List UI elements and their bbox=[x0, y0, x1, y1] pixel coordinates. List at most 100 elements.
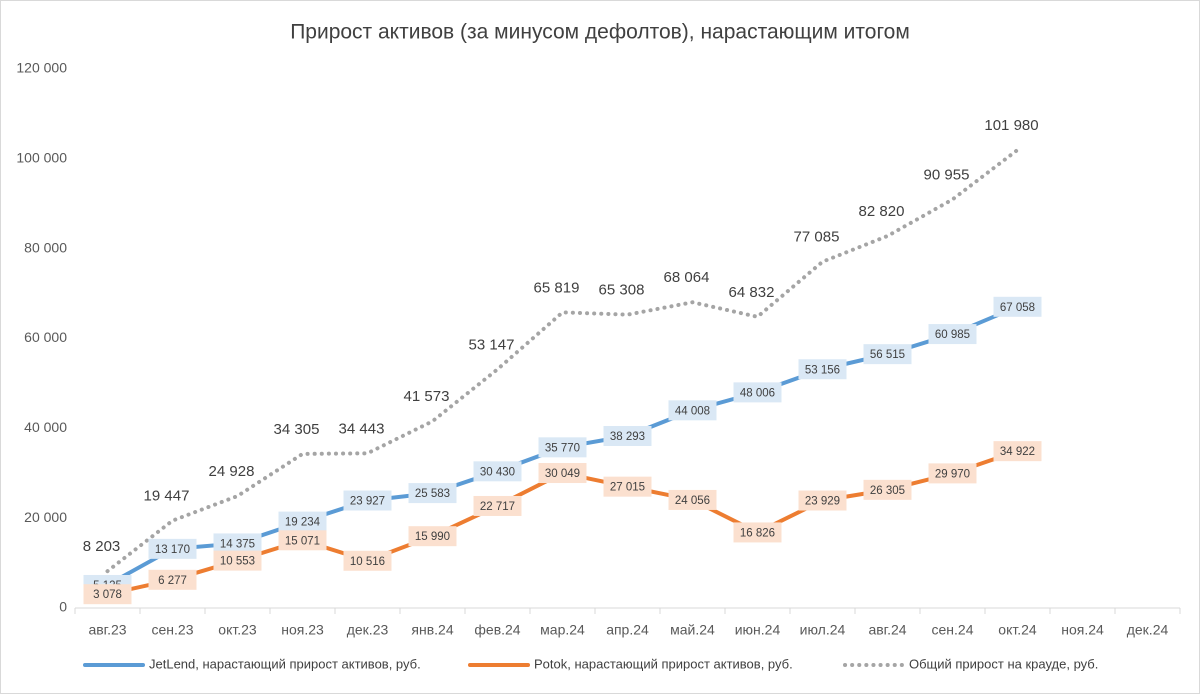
data-label-bg bbox=[473, 461, 522, 482]
data-label: 14 375 bbox=[220, 538, 255, 550]
x-tick-label: фев.24 bbox=[474, 622, 520, 638]
data-label: 10 516 bbox=[350, 556, 385, 568]
data-label-bg bbox=[213, 533, 262, 554]
data-label-bg bbox=[668, 400, 717, 421]
data-label: 82 820 bbox=[859, 203, 905, 220]
data-label-bg bbox=[993, 441, 1042, 462]
data-label-bg bbox=[928, 463, 977, 484]
legend-label: Potok, нарастающий прирост активов, руб. bbox=[534, 656, 793, 671]
data-label-bg bbox=[148, 569, 197, 590]
x-tick-label: янв.24 bbox=[411, 622, 453, 638]
data-label-bg bbox=[278, 530, 327, 551]
data-label: 53 156 bbox=[805, 364, 840, 376]
data-label-bg bbox=[798, 359, 847, 380]
data-label-bg bbox=[863, 344, 912, 365]
data-label: 3 078 bbox=[93, 589, 122, 601]
data-label: 41 573 bbox=[404, 388, 450, 405]
y-tick-label: 120 000 bbox=[16, 60, 67, 76]
data-label: 34 922 bbox=[1000, 446, 1035, 458]
data-label: 101 980 bbox=[984, 117, 1038, 134]
data-label: 34 443 bbox=[339, 420, 385, 437]
data-label: 15 071 bbox=[285, 535, 320, 547]
data-label: 19 234 bbox=[285, 517, 321, 529]
data-label: 27 015 bbox=[610, 482, 645, 494]
x-tick-label: июл.24 bbox=[800, 622, 846, 638]
y-tick-label: 100 000 bbox=[16, 150, 67, 166]
data-label-bg bbox=[148, 538, 197, 559]
data-label-bg bbox=[473, 495, 522, 516]
data-label: 29 970 bbox=[935, 468, 970, 480]
data-label: 90 955 bbox=[924, 166, 970, 183]
data-label: 68 064 bbox=[664, 269, 710, 286]
x-tick-label: дек.23 bbox=[347, 622, 389, 638]
data-label: 6 277 bbox=[158, 575, 187, 587]
y-tick-label: 60 000 bbox=[24, 329, 67, 345]
data-label: 34 305 bbox=[274, 421, 320, 438]
y-tick-label: 80 000 bbox=[24, 239, 67, 255]
data-label: 53 147 bbox=[469, 336, 515, 353]
x-tick-label: сен.24 bbox=[932, 622, 974, 638]
data-label-bg bbox=[798, 490, 847, 511]
legend-label: Общий прирост на крауде, руб. bbox=[909, 656, 1098, 671]
data-label-bg bbox=[538, 463, 587, 484]
chart-title: Прирост активов (за минусом дефолтов), н… bbox=[290, 21, 910, 44]
data-label-bg bbox=[538, 437, 587, 458]
data-label: 22 717 bbox=[480, 501, 515, 513]
data-label-bg bbox=[603, 476, 652, 497]
data-label: 16 826 bbox=[740, 527, 775, 539]
data-label: 19 447 bbox=[144, 488, 190, 505]
x-tick-label: окт.23 bbox=[218, 622, 257, 638]
data-label-bg bbox=[408, 483, 457, 504]
data-label: 48 006 bbox=[740, 387, 775, 399]
data-label-bg bbox=[83, 584, 132, 605]
data-label: 30 049 bbox=[545, 468, 580, 480]
data-label: 15 990 bbox=[415, 531, 450, 543]
data-label-bg bbox=[928, 324, 977, 345]
data-label-bg bbox=[668, 489, 717, 510]
data-label: 77 085 bbox=[794, 229, 840, 246]
x-tick-label: ноя.24 bbox=[1061, 622, 1104, 638]
data-label-bg bbox=[603, 426, 652, 447]
data-label-bg bbox=[733, 522, 782, 543]
data-label: 10 553 bbox=[220, 556, 255, 568]
data-label: 30 430 bbox=[480, 466, 515, 478]
series-line bbox=[105, 147, 1020, 574]
x-tick-label: мар.24 bbox=[540, 622, 585, 638]
x-tick-label: апр.24 bbox=[606, 622, 649, 638]
data-label-bg bbox=[408, 526, 457, 547]
data-label: 35 770 bbox=[545, 442, 580, 454]
x-tick-label: окт.24 bbox=[998, 622, 1037, 638]
y-tick-label: 0 bbox=[59, 599, 67, 615]
x-tick-label: май.24 bbox=[670, 622, 715, 638]
data-label: 38 293 bbox=[610, 431, 645, 443]
x-tick-label: сен.23 bbox=[152, 622, 194, 638]
data-label: 25 583 bbox=[415, 488, 450, 500]
data-label: 24 928 bbox=[209, 463, 255, 480]
data-label-bg bbox=[213, 550, 262, 571]
data-label: 26 305 bbox=[870, 485, 905, 497]
data-label: 8 203 bbox=[83, 538, 121, 555]
data-label: 60 985 bbox=[935, 329, 970, 341]
x-tick-label: авг.24 bbox=[868, 622, 906, 638]
legend-label: JetLend, нарастающий прирост активов, ру… bbox=[149, 656, 421, 671]
data-label: 65 308 bbox=[599, 282, 645, 299]
data-label-bg bbox=[733, 382, 782, 403]
data-label: 64 832 bbox=[729, 284, 775, 301]
data-label: 23 927 bbox=[350, 496, 385, 508]
x-tick-label: дек.24 bbox=[1127, 622, 1169, 638]
data-label: 44 008 bbox=[675, 405, 710, 417]
data-label-bg bbox=[863, 479, 912, 500]
data-label: 67 058 bbox=[1000, 302, 1035, 314]
data-label: 23 929 bbox=[805, 496, 840, 508]
data-label: 56 515 bbox=[870, 349, 905, 361]
data-label-bg bbox=[278, 511, 327, 532]
data-label: 65 819 bbox=[534, 279, 580, 296]
data-label: 13 170 bbox=[155, 544, 190, 556]
x-tick-label: ноя.23 bbox=[281, 622, 324, 638]
data-label: 24 056 bbox=[675, 495, 710, 507]
x-tick-label: июн.24 bbox=[735, 622, 781, 638]
data-label-bg bbox=[343, 550, 392, 571]
data-label-bg bbox=[343, 490, 392, 511]
